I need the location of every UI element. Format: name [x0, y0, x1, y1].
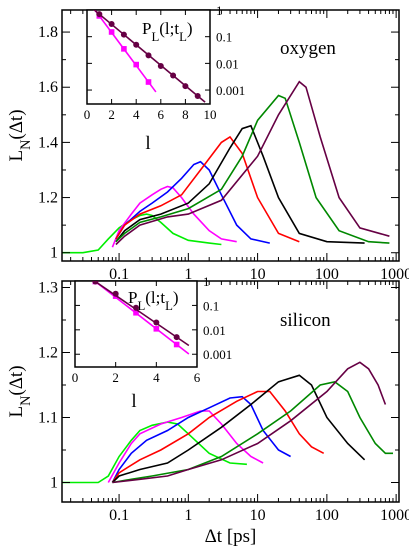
inset-point	[153, 326, 160, 332]
x-tick-label: 1	[184, 266, 192, 283]
series-line-2	[115, 160, 270, 244]
inset-x-tick-label: 2	[112, 370, 119, 385]
inset-y-tick-label: 0.001	[203, 347, 232, 362]
inset-chart: 0 2 4 6 8 10 1 0.1 0.01 0.001 PL(l;tL) l	[84, 3, 246, 154]
panel-label: oxygen	[280, 38, 336, 59]
inset-y-tick-label: 1	[216, 3, 223, 18]
inset-y-tick-label: 1	[203, 274, 210, 289]
inset-x-tick-label: 10	[204, 107, 217, 122]
inset-x-tick-label: 4	[153, 370, 160, 385]
inset-point	[133, 41, 140, 48]
inset-x-tick-label: 4	[133, 107, 140, 122]
x-tick-label: 1000	[380, 507, 409, 524]
x-tick-label: 1000	[380, 266, 409, 283]
inset-point	[157, 62, 164, 69]
inset-point	[120, 31, 127, 38]
inset-x-tick-label: 0	[84, 107, 91, 122]
inset-y-tick-label: 0.01	[216, 56, 239, 71]
inset-point	[108, 29, 115, 35]
inset-y-tick-label: 0.1	[203, 298, 219, 313]
inset-x-tick-label: 2	[108, 107, 115, 122]
y-tick-label: 1	[50, 245, 58, 262]
x-tick-label: 10	[250, 266, 266, 283]
inset-title: PL(l;tL)	[142, 19, 193, 44]
series-line-4	[111, 374, 366, 484]
inset-y-tick-label: 0.1	[216, 30, 232, 45]
inset-x-tick-label: 6	[158, 107, 165, 122]
inset-y-tick-label: 0.01	[203, 323, 226, 338]
y-tick-label: 1	[50, 475, 58, 492]
x-axis-label: Δt [ps]	[205, 526, 257, 546]
y-tick-label: 1.3	[38, 280, 58, 297]
inset-chart: 0 2 4 6 1 0.1 0.01 0.001 PL(l;tL) l	[72, 274, 233, 412]
inset-point	[108, 20, 115, 27]
series-line-3	[111, 390, 325, 483]
series-line-5	[112, 380, 393, 484]
series-line-5	[115, 94, 390, 244]
inset-point	[145, 79, 152, 85]
y-tick-label: 1.1	[38, 410, 58, 427]
inset-x-label: l	[131, 391, 136, 412]
inset-point	[121, 46, 127, 52]
x-tick-label: 0.1	[109, 266, 129, 283]
inset-point	[194, 92, 201, 99]
series-line-6	[112, 361, 387, 484]
inset-frame	[74, 280, 198, 368]
inset-point	[112, 290, 119, 297]
inset-point	[96, 11, 103, 18]
series-line-6	[115, 80, 390, 246]
x-tick-label: 10	[250, 507, 266, 524]
x-tick-label: 0.1	[109, 507, 129, 524]
inset-point	[182, 83, 189, 90]
inset-x-tick-label: 6	[194, 370, 201, 385]
inset-point	[133, 309, 139, 316]
y-tick-label: 1.2	[38, 345, 58, 362]
inset-point	[173, 341, 180, 348]
y-tick-label: 1.4	[38, 134, 58, 151]
x-tick-label: 100	[315, 507, 339, 524]
series-line-0	[62, 421, 247, 484]
inset-point	[92, 281, 99, 285]
series-line-1	[111, 185, 237, 248]
y-axis-label: LN(Δt)	[6, 109, 34, 161]
y-tick-label: 1.2	[38, 190, 58, 207]
inset-x-tick-label: 0	[72, 370, 79, 385]
series-line-3	[115, 135, 300, 243]
panel-label: silicon	[280, 310, 331, 331]
x-tick-label: 1	[184, 507, 192, 524]
y-tick-label: 1.8	[38, 24, 58, 41]
series-line-4	[115, 124, 365, 244]
inset-point	[133, 61, 139, 68]
inset-x-label: l	[145, 133, 150, 154]
y-axis-label: LN(Δt)	[6, 365, 34, 417]
inset-y-tick-label: 0.001	[216, 83, 245, 98]
inset-point	[153, 319, 160, 326]
x-tick-label: 100	[315, 266, 339, 283]
y-tick-label: 1.6	[38, 79, 58, 96]
inset-point	[133, 304, 139, 311]
series-line-0	[62, 213, 222, 254]
inset-title: PL(l;tL)	[128, 288, 179, 313]
chart-panel-oxygen: 0.1 1 10 100 1000 1 1.2 1.4 1.6 1.8 LN(Δt) oxygen 0 2…	[6, 3, 409, 283]
inset-x-tick-label: 8	[182, 107, 189, 122]
inset-point	[173, 334, 180, 341]
inset-point	[145, 52, 152, 59]
inset-point	[170, 72, 177, 79]
